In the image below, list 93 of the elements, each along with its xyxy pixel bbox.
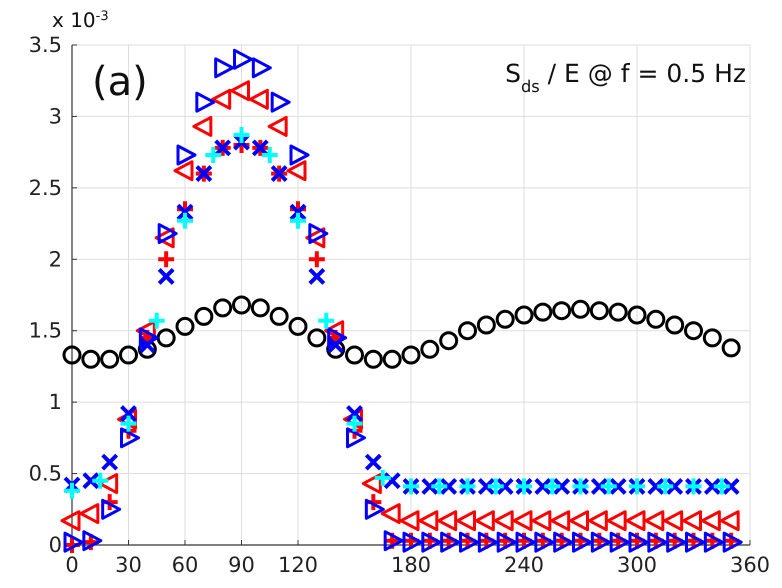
annotation: (a) (92, 59, 148, 105)
x-tick-label: 30 (115, 553, 142, 577)
y-tick-label: 0.5 (28, 462, 62, 486)
point (402, 346, 420, 364)
point (437, 510, 458, 532)
point (248, 88, 269, 110)
point (684, 321, 703, 340)
point (429, 476, 450, 496)
x-tick-label: 120 (278, 553, 318, 577)
point (100, 453, 119, 472)
point (316, 310, 336, 331)
point (138, 336, 156, 354)
x-tick-label: 60 (172, 553, 198, 577)
point (288, 316, 308, 336)
point (213, 298, 232, 318)
point (458, 321, 477, 340)
point (344, 414, 364, 434)
point (268, 116, 288, 137)
point (232, 296, 251, 314)
point (608, 302, 628, 322)
annotation: S$_{ds}$ / E @ f = 0.5 Hz (505, 59, 746, 96)
point (364, 498, 385, 520)
point (571, 300, 590, 319)
point (81, 350, 100, 369)
x-tick-label: 0 (65, 553, 79, 577)
point (288, 210, 308, 231)
point (192, 116, 212, 137)
y-tick-label: 2 (48, 247, 62, 272)
x-tick-label: 240 (504, 553, 544, 577)
text: x 10$^{-3}$ (52, 8, 109, 32)
point (194, 306, 214, 326)
point (712, 476, 732, 496)
point (307, 328, 326, 348)
point (79, 503, 100, 524)
point (82, 472, 100, 490)
point (146, 310, 167, 331)
point (552, 301, 572, 320)
point (439, 331, 458, 350)
point (655, 476, 676, 496)
point (250, 298, 270, 318)
point (598, 476, 619, 496)
point (260, 145, 280, 165)
point (118, 414, 138, 434)
point (590, 301, 609, 320)
point (542, 476, 562, 496)
point (174, 160, 194, 182)
point (665, 316, 684, 334)
point (156, 328, 176, 348)
point (514, 306, 534, 324)
point (175, 210, 195, 231)
y-tick-label: 1.5 (28, 318, 62, 343)
x-tick-label: 90 (228, 553, 255, 577)
y-tick-label: 3 (48, 104, 62, 128)
point (62, 480, 82, 501)
y-tick-label: 2.5 (28, 176, 62, 200)
point (62, 346, 82, 364)
point (232, 125, 252, 145)
point (380, 503, 401, 524)
point (476, 316, 496, 334)
point (60, 510, 80, 532)
point (382, 350, 402, 369)
point (364, 453, 382, 472)
point (326, 336, 345, 354)
point (230, 80, 250, 102)
point (628, 306, 646, 324)
point (157, 267, 176, 286)
point (100, 350, 120, 369)
point (496, 310, 515, 329)
point (203, 145, 224, 165)
y-tick-label: 3.5 (28, 33, 62, 57)
point (364, 350, 383, 369)
y-tick-label: 1 (48, 390, 62, 414)
point (722, 338, 741, 358)
point (306, 249, 327, 270)
point (286, 160, 306, 182)
point (486, 476, 506, 496)
point (156, 249, 176, 270)
x-tick-label: 360 (730, 553, 770, 577)
point (420, 340, 440, 359)
point (702, 328, 722, 348)
x-tick-label: 300 (616, 553, 658, 577)
point (308, 267, 326, 286)
point (646, 310, 666, 329)
point (372, 468, 393, 488)
point (270, 306, 289, 326)
x-tick-label: 180 (390, 553, 432, 577)
point (90, 470, 110, 491)
point (533, 302, 552, 322)
point (119, 346, 138, 364)
point (211, 88, 232, 110)
point (176, 316, 194, 336)
point (345, 346, 364, 364)
y-tick-label: 0 (48, 533, 62, 557)
